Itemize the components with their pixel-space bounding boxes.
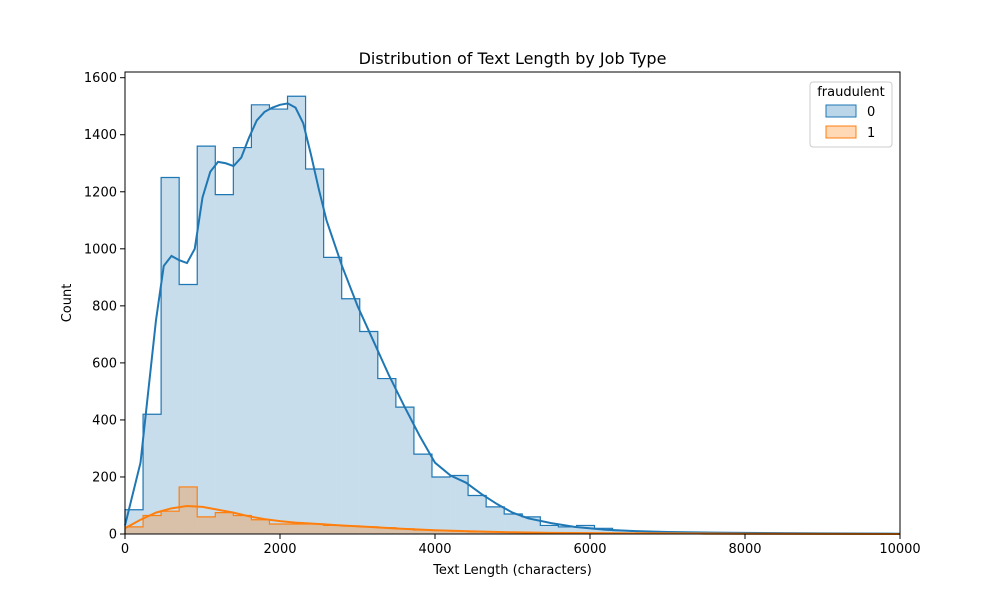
bar-0-6 (233, 147, 252, 534)
kde-lines (124, 102, 901, 535)
legend-label-0: 0 (867, 105, 875, 120)
bar-1-18 (450, 531, 469, 534)
legend: fraudulent 0 1 (809, 81, 893, 148)
bar-0-4 (197, 146, 216, 535)
bar-0-24 (558, 526, 577, 534)
legend-swatch-0 (825, 104, 857, 118)
bar-0-11 (323, 257, 342, 534)
bar-0-21 (504, 514, 523, 534)
kde-line-0 (124, 102, 901, 535)
bar-1-5 (215, 512, 234, 534)
bar-0-17 (431, 476, 451, 534)
bar-0-18 (450, 475, 469, 534)
bar-1-14 (377, 527, 396, 534)
y-tick-label: 800 (92, 299, 117, 314)
bar-1-10 (305, 524, 324, 534)
bar-0-26 (594, 528, 613, 534)
x-tick-label: 4000 (418, 542, 451, 557)
y-tick-label: 600 (92, 356, 117, 371)
kde-line-1 (124, 505, 901, 535)
legend-label-1: 1 (867, 126, 875, 141)
bar-1-6 (233, 515, 252, 534)
x-tick-label: 2000 (263, 542, 296, 557)
bar-1-16 (413, 530, 432, 534)
plot-area (124, 95, 901, 535)
bar-0-7 (251, 104, 270, 534)
bar-0-14 (377, 378, 396, 534)
bar-1-7 (251, 519, 270, 534)
bar-1-3 (179, 486, 198, 534)
bar-0-2 (161, 177, 180, 534)
bar-1-15 (395, 528, 414, 534)
bar-1-12 (341, 526, 360, 534)
bar-0-5 (215, 194, 234, 534)
y-axis: 0 200 400 600 800 1000 1200 1400 1600 (84, 71, 125, 543)
legend-box (809, 81, 893, 148)
bar-0-13 (359, 331, 378, 534)
x-axis: 0 2000 4000 6000 8000 10000 (121, 534, 921, 557)
bar-1-9 (287, 524, 306, 534)
bar-1-2 (161, 511, 180, 534)
bar-1-0 (125, 526, 144, 534)
bar-0-12 (341, 298, 360, 534)
x-tick-label: 0 (121, 542, 129, 557)
x-tick-label: 10000 (879, 542, 920, 557)
legend-swatch-1 (825, 125, 857, 139)
bar-0-22 (522, 516, 541, 534)
plot-frame (124, 71, 901, 535)
y-axis-label: Count (60, 284, 75, 323)
bar-1-11 (323, 525, 342, 534)
bar-0-15 (395, 407, 414, 534)
bar-1-17 (431, 530, 451, 534)
bar-1-8 (269, 524, 288, 534)
bar-0-23 (540, 525, 559, 534)
bar-0-9 (287, 96, 306, 535)
bar-1-20 (486, 532, 505, 534)
y-tick-label: 1000 (84, 242, 117, 257)
bar-1-13 (359, 526, 378, 534)
y-tick-label: 200 (92, 470, 117, 485)
bar-0-20 (486, 506, 505, 534)
series-0-bars (124, 95, 900, 535)
bar-0-8 (269, 109, 288, 535)
legend-title: fraudulent (817, 85, 885, 100)
y-tick-label: 400 (92, 413, 117, 428)
chart-title: Distribution of Text Length by Job Type (359, 49, 667, 68)
bar-0-1 (143, 414, 162, 534)
y-tick-label: 0 (109, 528, 117, 543)
y-tick-label: 1600 (84, 71, 117, 86)
bar-0-16 (413, 454, 432, 534)
bar-0-0 (125, 509, 144, 534)
bar-0-19 (468, 495, 487, 534)
bar-0-3 (179, 284, 198, 534)
bar-1-1 (143, 515, 162, 534)
bar-1-4 (197, 516, 216, 534)
x-axis-label: Text Length (characters) (432, 563, 592, 578)
x-tick-label: 6000 (573, 542, 606, 557)
y-tick-label: 1200 (84, 185, 117, 200)
bar-0-10 (305, 168, 324, 535)
bar-0-25 (576, 525, 595, 534)
x-tick-label: 8000 (728, 542, 761, 557)
y-tick-label: 1400 (84, 128, 117, 143)
bar-1-19 (468, 531, 487, 534)
